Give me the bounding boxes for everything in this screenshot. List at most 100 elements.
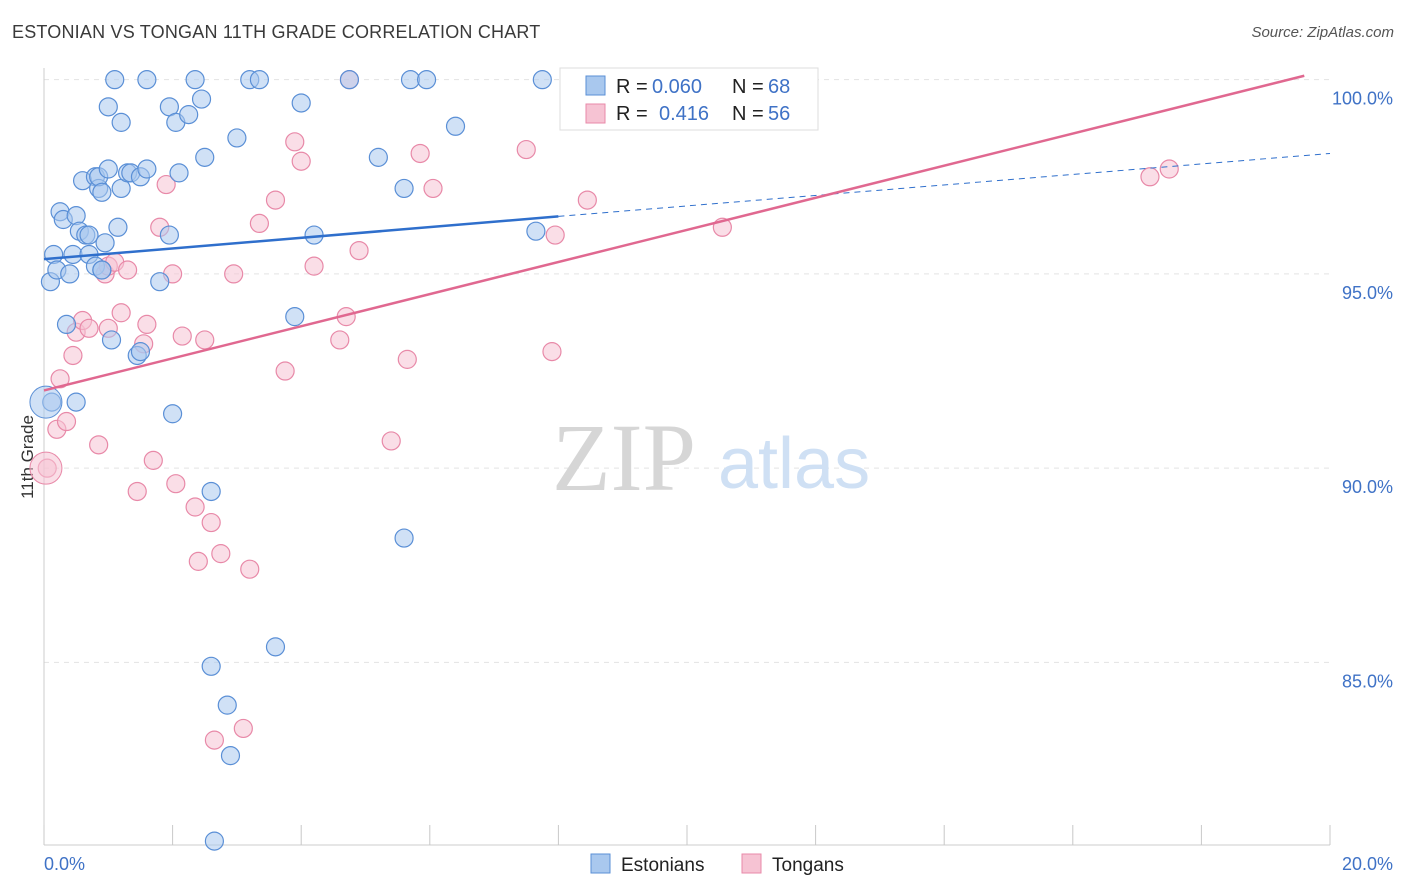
estonians-point: [185, 70, 205, 90]
trend-lines: [43, 74, 1331, 392]
tongans-r-value: 0.416: [659, 103, 709, 125]
x-tick-label-max: 20.0%: [1342, 854, 1393, 874]
estonians-point: [137, 159, 157, 179]
tongans-point: [275, 361, 295, 381]
estonians-point: [98, 97, 118, 117]
tongans-point: [56, 411, 77, 432]
tongans-point: [265, 190, 286, 210]
series-legend: Estonians Tongans: [590, 853, 844, 876]
tongans-point: [381, 431, 401, 451]
tongans-n-value: 56: [768, 103, 790, 125]
estonians-point: [532, 70, 552, 90]
tongans-point: [410, 143, 430, 164]
tongans-legend-swatch: [585, 103, 606, 124]
tongans-point: [516, 139, 536, 160]
tongans-point: [89, 435, 109, 455]
tongans-point: [79, 318, 99, 338]
tongans-point: [233, 718, 253, 739]
estonians-point: [526, 221, 546, 241]
tongans-point: [111, 303, 131, 323]
estonians-point: [95, 233, 115, 253]
estonians-point: [249, 70, 270, 90]
y-axis-label: 11th Grade: [18, 415, 37, 499]
estonians-point: [265, 637, 286, 657]
estonians-bottom-label: Estonians: [621, 855, 704, 876]
tongans-point: [542, 342, 562, 362]
tongans-point: [211, 544, 231, 564]
tongans-point: [127, 481, 147, 502]
estonians-point: [201, 656, 221, 676]
watermark: ZIP atlas: [552, 404, 870, 511]
estonians-n-value: 68: [768, 76, 790, 98]
source-label: Source: ZipAtlas.com: [1251, 24, 1394, 41]
tongans-point: [349, 240, 369, 261]
estonians-point: [445, 116, 466, 136]
estonians-point: [416, 70, 437, 90]
tongans-point: [423, 178, 443, 199]
estonians-point: [98, 159, 118, 179]
estonians-point: [159, 225, 179, 245]
estonians-point: [130, 342, 151, 362]
estonians-point: [63, 244, 83, 265]
tongans-point: [1159, 159, 1179, 179]
estonians-point: [394, 528, 414, 548]
estonians-point: [105, 70, 125, 90]
watermark-zip: ZIP: [552, 404, 696, 511]
tongans-bottom-swatch: [741, 853, 762, 874]
estonians-point: [44, 244, 64, 265]
estonians-point: [339, 70, 360, 90]
estonians-point: [400, 70, 421, 90]
tongans-point: [224, 264, 244, 284]
estonians-point: [204, 831, 224, 851]
estonians-point: [195, 147, 215, 167]
y-tick-label: 100.0%: [1332, 89, 1393, 109]
tongans-point: [397, 349, 417, 369]
estonians-point: [394, 178, 414, 199]
estonians-trend-line: [43, 215, 559, 261]
tongans-point: [545, 225, 565, 245]
estonians-point: [285, 307, 305, 327]
estonians-r-value: 0.060: [652, 76, 702, 98]
chart-title: ESTONIAN VS TONGAN 11TH GRADE CORRELATIO…: [12, 22, 541, 42]
tongans-point: [172, 326, 192, 346]
estonians-point: [201, 481, 221, 502]
tongans-point: [240, 559, 260, 579]
tongans-point: [577, 190, 597, 210]
estonians-point: [368, 147, 388, 167]
estonians-point: [56, 314, 77, 335]
tongans-point: [249, 213, 270, 233]
tongans-bottom-label: Tongans: [772, 855, 844, 876]
estonians-point: [150, 272, 170, 292]
tongans-point: [117, 260, 138, 280]
estonians-points: [29, 70, 552, 851]
estonians-legend-swatch: [585, 75, 606, 96]
estonians-r-label: R =: [616, 76, 648, 98]
tongans-point: [156, 174, 176, 195]
estonians-point: [227, 128, 247, 148]
tongans-point: [330, 330, 350, 350]
tongans-r-label: R =: [616, 103, 648, 125]
y-tick-label: 90.0%: [1342, 477, 1393, 497]
estonians-point: [179, 105, 199, 125]
tongans-point: [50, 369, 70, 389]
tongans-point: [285, 132, 305, 152]
estonians-point: [111, 112, 131, 132]
tongans-point: [204, 730, 224, 750]
estonians-point: [217, 695, 237, 715]
y-tick-label: 95.0%: [1342, 283, 1393, 303]
tongans-point: [143, 450, 163, 470]
estonians-trend-extension: [558, 152, 1331, 217]
tongans-point: [166, 474, 186, 494]
tongans-point: [63, 345, 83, 366]
tongans-point: [304, 256, 324, 276]
estonians-point: [101, 330, 122, 350]
tongans-point: [185, 497, 205, 517]
gridlines: [44, 79, 1330, 663]
tongans-n-label: N =: [732, 103, 764, 125]
estonians-n-label: N =: [732, 76, 764, 98]
tongans-point: [195, 330, 215, 350]
tongans-point: [29, 451, 63, 485]
estonians-bottom-swatch: [590, 853, 611, 874]
y-tick-label: 85.0%: [1342, 671, 1393, 691]
